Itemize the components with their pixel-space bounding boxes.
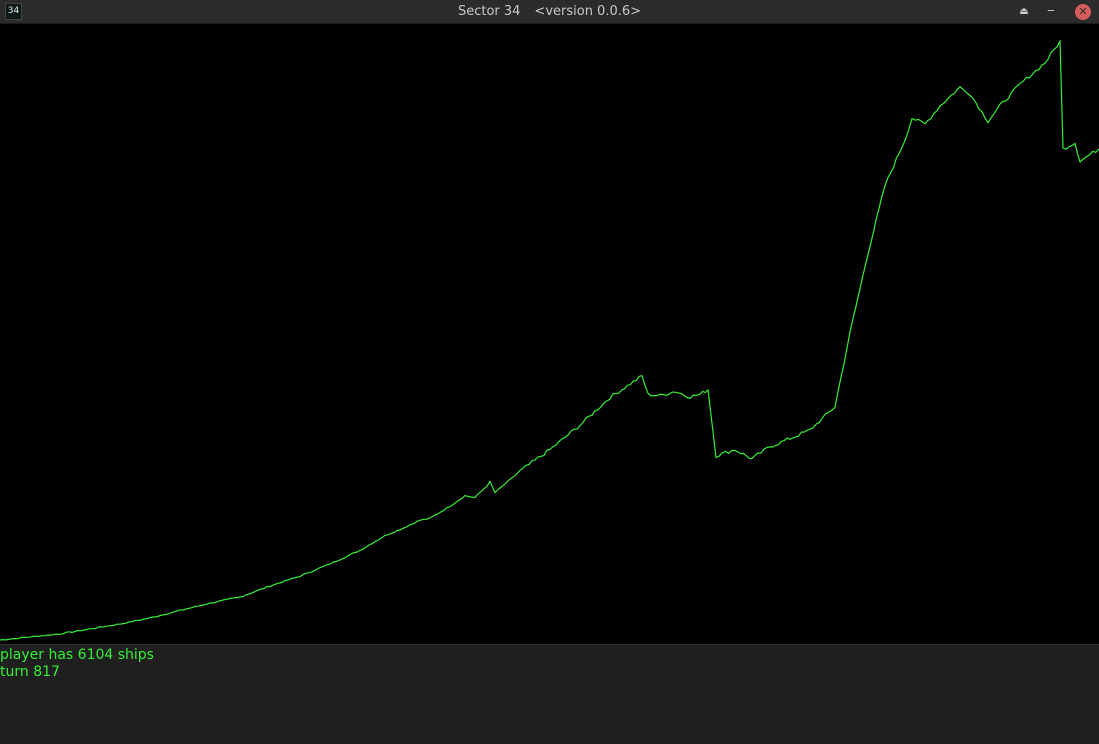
keep-above-button[interactable]: ⏏ (1019, 6, 1029, 17)
window-title-name: Sector 34 (457, 4, 521, 19)
ships-status-text: player has 6104 ships (0, 647, 154, 663)
title-bar[interactable]: 34 Sector 34 <version 0.0.6> ⏏ ‒ ✕ (0, 0, 1099, 24)
close-button[interactable]: ✕ (1075, 4, 1091, 20)
ship-count-graph (0, 24, 1099, 644)
ship-count-line (0, 40, 1099, 641)
minimize-button[interactable]: ‒ (1047, 3, 1055, 17)
turn-status-text: turn 817 (0, 664, 60, 680)
status-panel: player has 6104 ships turn 817 (0, 644, 1099, 744)
window-title: Sector 34 <version 0.0.6> (0, 0, 1099, 24)
app-icon: 34 (5, 3, 22, 20)
ship-count-chart (0, 40, 1099, 641)
window-title-version: <version 0.0.6> (534, 4, 642, 19)
